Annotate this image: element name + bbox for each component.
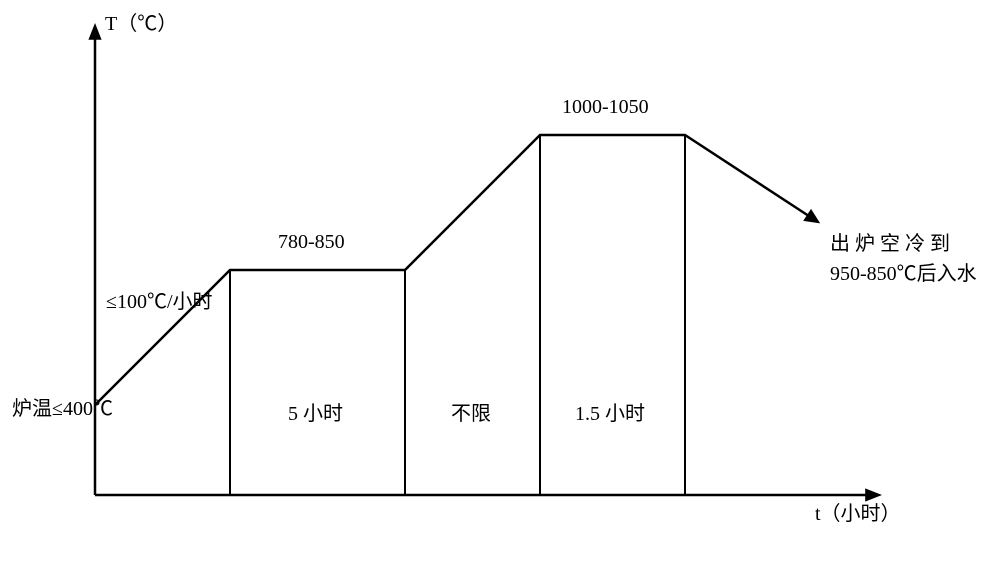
label-hold1_time: 5 小时: [288, 402, 343, 425]
y-axis-arrow: [88, 23, 101, 40]
label-hold1_temp: 780-850: [278, 231, 345, 253]
heat-treatment-chart: T（℃） t（小时） 炉温≤400℃ ≤100℃/小时 780-850 1000-1050…: [0, 0, 1000, 579]
label-ramp_rate: ≤100℃/小时: [106, 290, 213, 313]
label-hold2_time: 1.5 小时: [575, 402, 645, 425]
temperature-profile: [95, 135, 818, 405]
label-cool_line2: 950-850℃后入水: [830, 262, 977, 285]
x-axis-arrow: [865, 488, 882, 501]
label-start_temp: 炉温≤400℃: [12, 397, 113, 420]
cooling-arrowhead: [803, 209, 820, 224]
label-ramp2_time: 不限: [451, 402, 491, 425]
x-axis-label: t（小时）: [815, 502, 901, 525]
y-axis-label: T（℃）: [105, 12, 177, 35]
label-hold2_temp: 1000-1050: [562, 96, 649, 118]
label-cool_line1: 出 炉 空 冷 到: [830, 232, 950, 255]
